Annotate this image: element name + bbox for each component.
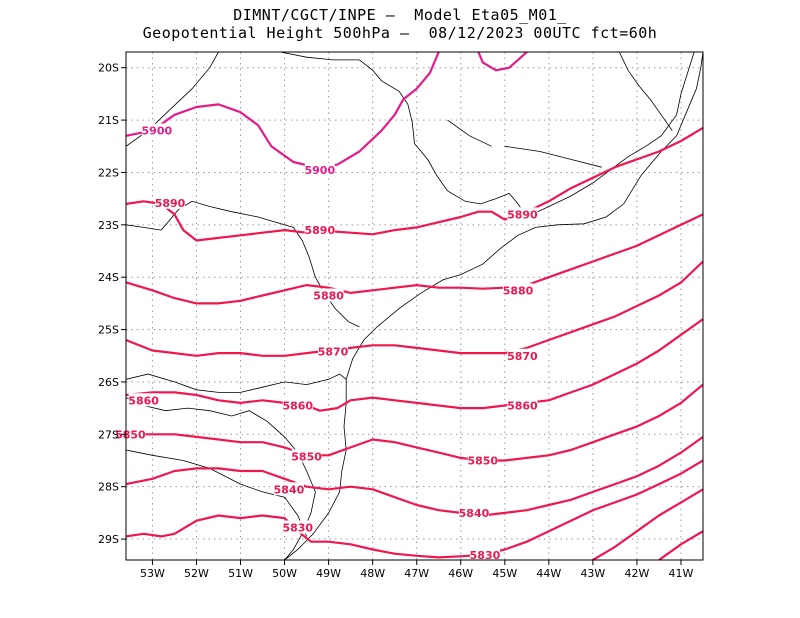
contour-line-5880-3 <box>126 213 703 305</box>
x-tick-label-0: 53W <box>140 567 165 580</box>
contour-label-bg <box>304 162 335 176</box>
border-line-3 <box>126 373 347 393</box>
x-tick-label-9: 44W <box>536 567 561 580</box>
contour-line-5860-5 <box>126 318 703 412</box>
contour-label-5830: 5830 <box>282 522 313 535</box>
x-tick-label-5: 48W <box>360 567 385 580</box>
contour-label-5840: 5840 <box>274 483 305 496</box>
contour-label-5870: 5870 <box>507 350 538 363</box>
border-line-5 <box>126 449 307 537</box>
contour-label-5830: 5830 <box>470 549 501 562</box>
contour-line-5890-2 <box>126 126 703 242</box>
contour-line-unlabeled-10 <box>658 530 703 560</box>
contour-label-5850: 5850 <box>467 454 498 467</box>
contour-line-5840-7 <box>126 436 703 517</box>
contour-label-bg <box>291 449 322 463</box>
contour-label-bg <box>469 547 500 561</box>
y-tick-label-5: 25S <box>98 324 119 337</box>
contour-label-bg <box>507 348 538 362</box>
contour-label-bg <box>313 288 344 302</box>
contour-label-5890: 5890 <box>304 224 335 237</box>
border-line-1 <box>280 52 528 218</box>
contour-line-5900-1 <box>477 52 528 72</box>
height-contours <box>126 52 703 560</box>
contour-label-bg <box>507 398 538 412</box>
contour-line-5850-6 <box>126 383 703 462</box>
contour-label-5860: 5860 <box>128 394 159 407</box>
coastline <box>284 52 703 560</box>
y-tick-label-6: 26S <box>98 376 119 389</box>
contour-label-bg <box>458 505 489 519</box>
contour-label-bg <box>273 482 304 496</box>
y-tick-label-3: 23S <box>98 219 119 232</box>
axis-ticks: 53W 52W 51W 50W 49W 48W 47W 46W 45W 44W 43W 42W 41W 2… <box>98 62 694 580</box>
contour-label-bg <box>318 344 349 358</box>
contour-line-5900-0 <box>126 52 440 169</box>
y-tick-label-7: 27S <box>98 428 119 441</box>
x-tick-label-3: 50W <box>272 567 297 580</box>
contour-label-bg <box>304 223 335 237</box>
x-tick-label-2: 51W <box>228 567 253 580</box>
contour-label-bg <box>507 207 538 221</box>
contour-label-5880: 5880 <box>313 290 344 303</box>
contour-label-bg <box>467 453 498 467</box>
contour-label-5850: 5850 <box>115 428 146 441</box>
border-line-7 <box>618 52 673 131</box>
contour-label-bg <box>282 520 313 534</box>
y-tick-label-2: 22S <box>98 166 119 179</box>
border-line-8 <box>504 145 602 168</box>
x-tick-label-6: 47W <box>404 567 429 580</box>
x-tick-label-7: 46W <box>448 567 473 580</box>
x-tick-label-11: 42W <box>624 567 649 580</box>
contour-label-5890: 5890 <box>507 208 538 221</box>
x-tick-label-10: 43W <box>580 567 605 580</box>
y-tick-label-4: 24S <box>98 271 119 284</box>
x-tick-label-8: 45W <box>492 567 517 580</box>
border-line-9 <box>447 119 492 147</box>
contour-label-bg <box>503 283 534 297</box>
contour-line-5830-8 <box>126 459 703 559</box>
contour-label-5850: 5850 <box>291 450 322 463</box>
contour-label-5900: 5900 <box>304 164 335 177</box>
map-title-line-1: DIMNT/CGCT/INPE – Model Eta05_M01_ <box>233 6 567 24</box>
y-tick-label-0: 20S <box>98 62 119 75</box>
y-tick-label-9: 29S <box>98 533 119 546</box>
y-tick-label-1: 21S <box>98 114 119 127</box>
contour-label-5860: 5860 <box>282 400 313 413</box>
border-line-2 <box>160 200 360 328</box>
contour-label-5880: 5880 <box>503 284 534 297</box>
map-frame <box>125 51 704 561</box>
contour-labels: 5900 5900 5890 5890 5890 5880 5880 5870 5870 5860… <box>115 123 538 562</box>
contour-line-unlabeled-9 <box>592 488 703 560</box>
map-title-line-2: Geopotential Height 500hPa – 08/12/2023 … <box>142 24 658 42</box>
contour-label-bg <box>128 393 159 407</box>
contour-label-bg <box>115 427 146 441</box>
contour-label-5870: 5870 <box>318 346 349 359</box>
y-tick-label-8: 28S <box>98 481 119 494</box>
x-tick-label-1: 52W <box>184 567 209 580</box>
contour-label-bg <box>282 398 313 412</box>
contour-label-5840: 5840 <box>459 507 490 520</box>
border-line-6 <box>526 52 695 218</box>
x-tick-label-12: 41W <box>669 567 694 580</box>
border-line-10 <box>126 224 162 231</box>
contour-label-5890: 5890 <box>155 197 186 210</box>
contour-label-bg <box>155 195 186 209</box>
x-tick-label-4: 49W <box>316 567 341 580</box>
contour-label-5860: 5860 <box>507 400 538 413</box>
contour-line-5870-4 <box>126 260 703 357</box>
contour-label-bg <box>141 123 172 137</box>
contour-label-5900: 5900 <box>142 125 173 138</box>
